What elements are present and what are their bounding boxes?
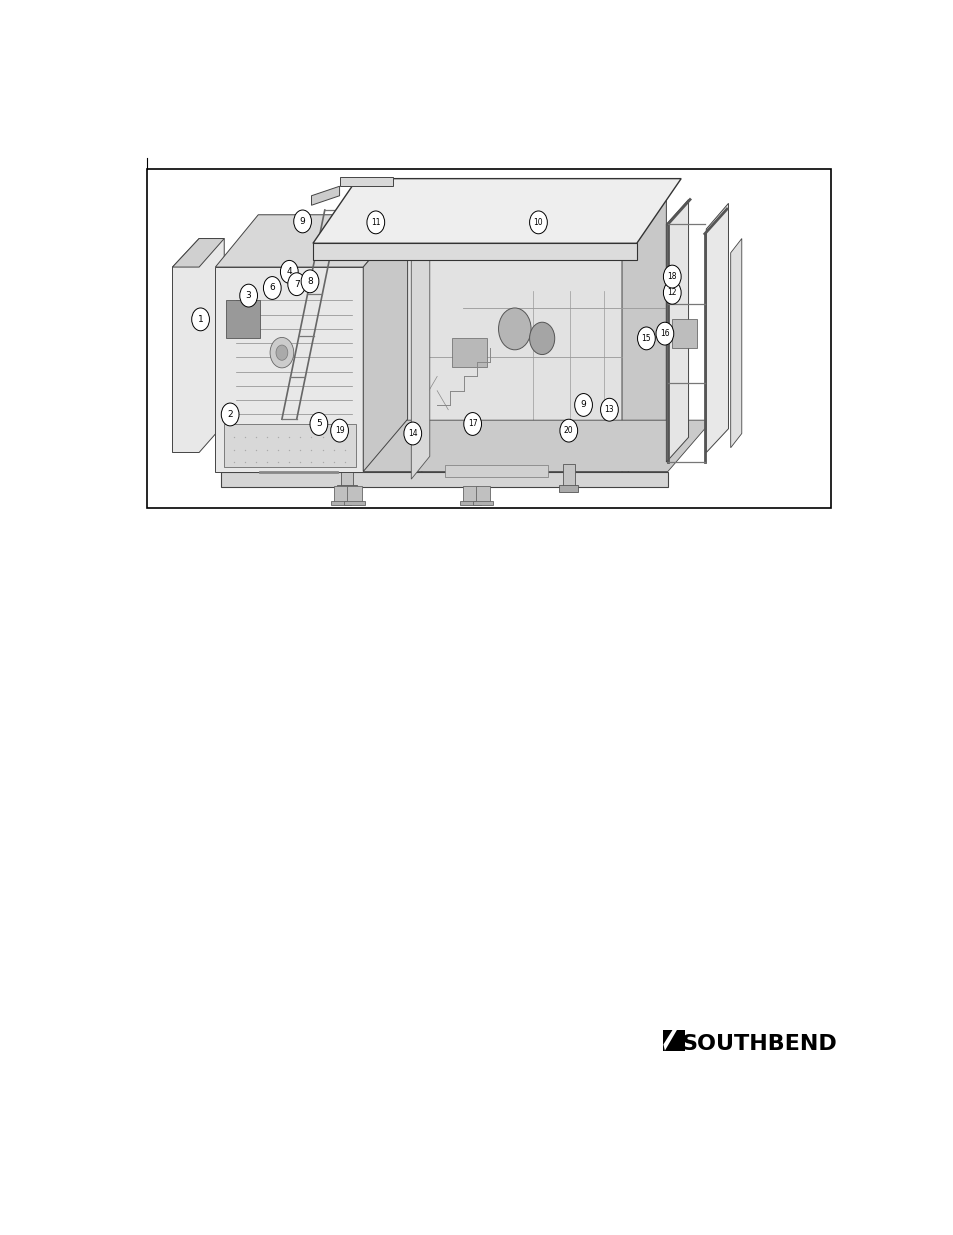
Circle shape <box>662 266 680 288</box>
Circle shape <box>656 322 673 345</box>
Polygon shape <box>344 501 364 505</box>
Text: 19: 19 <box>335 426 344 435</box>
Circle shape <box>637 327 655 350</box>
Text: 10: 10 <box>533 217 542 227</box>
Polygon shape <box>311 186 339 205</box>
Polygon shape <box>730 238 741 448</box>
Circle shape <box>331 419 348 442</box>
Text: 17: 17 <box>467 420 476 429</box>
Polygon shape <box>334 485 348 503</box>
Polygon shape <box>215 215 407 267</box>
Circle shape <box>600 399 618 421</box>
Text: 6: 6 <box>269 284 274 293</box>
Circle shape <box>263 277 281 299</box>
Circle shape <box>221 403 239 426</box>
Polygon shape <box>562 464 574 487</box>
Polygon shape <box>172 238 224 452</box>
Circle shape <box>367 211 384 233</box>
Text: SOUTHBEND: SOUTHBEND <box>680 1034 836 1053</box>
Circle shape <box>239 284 257 308</box>
Text: 7: 7 <box>294 279 299 289</box>
Circle shape <box>192 308 210 331</box>
Circle shape <box>559 419 577 442</box>
Text: 4: 4 <box>286 267 292 277</box>
Text: 13: 13 <box>604 405 614 414</box>
Polygon shape <box>339 177 393 186</box>
Polygon shape <box>411 221 429 479</box>
Polygon shape <box>331 501 351 505</box>
Circle shape <box>498 308 531 350</box>
Text: 15: 15 <box>641 333 651 343</box>
Text: 3: 3 <box>246 291 252 300</box>
Polygon shape <box>662 1030 684 1051</box>
Text: 14: 14 <box>408 429 417 438</box>
Circle shape <box>463 412 481 436</box>
Polygon shape <box>665 200 688 462</box>
Text: 2: 2 <box>227 410 233 419</box>
Text: 5: 5 <box>315 420 321 429</box>
Text: 20: 20 <box>563 426 573 435</box>
Text: 11: 11 <box>371 217 380 227</box>
Circle shape <box>301 270 318 293</box>
Polygon shape <box>621 191 665 479</box>
Polygon shape <box>363 215 407 472</box>
Polygon shape <box>224 424 355 467</box>
Text: 1: 1 <box>197 315 203 324</box>
Circle shape <box>270 337 294 368</box>
Polygon shape <box>341 464 353 487</box>
Polygon shape <box>472 501 493 505</box>
Polygon shape <box>476 485 490 503</box>
Polygon shape <box>671 320 697 348</box>
Text: 12: 12 <box>667 288 677 298</box>
Polygon shape <box>705 204 728 452</box>
Polygon shape <box>337 485 356 493</box>
Circle shape <box>294 210 311 233</box>
Circle shape <box>288 273 305 295</box>
Polygon shape <box>313 243 637 261</box>
Polygon shape <box>558 485 578 493</box>
Polygon shape <box>452 338 487 367</box>
Bar <box>147 169 830 508</box>
Polygon shape <box>221 472 667 487</box>
Polygon shape <box>444 464 547 477</box>
Circle shape <box>280 261 298 283</box>
Text: 9: 9 <box>299 217 305 226</box>
Polygon shape <box>226 300 259 338</box>
Polygon shape <box>215 267 363 472</box>
Polygon shape <box>363 243 621 479</box>
Text: 16: 16 <box>659 330 669 338</box>
Polygon shape <box>313 179 680 243</box>
Polygon shape <box>459 501 480 505</box>
Polygon shape <box>221 420 712 472</box>
Circle shape <box>275 345 288 361</box>
Polygon shape <box>662 1030 677 1051</box>
Circle shape <box>529 211 547 233</box>
Polygon shape <box>462 485 477 503</box>
Circle shape <box>662 282 680 304</box>
Circle shape <box>310 412 328 436</box>
Circle shape <box>529 322 554 354</box>
Polygon shape <box>172 238 224 267</box>
Circle shape <box>574 394 592 416</box>
Text: 18: 18 <box>667 272 677 282</box>
Circle shape <box>403 422 421 445</box>
Polygon shape <box>347 485 361 503</box>
Text: 9: 9 <box>580 400 586 410</box>
Text: 8: 8 <box>307 277 313 285</box>
Polygon shape <box>363 191 665 243</box>
